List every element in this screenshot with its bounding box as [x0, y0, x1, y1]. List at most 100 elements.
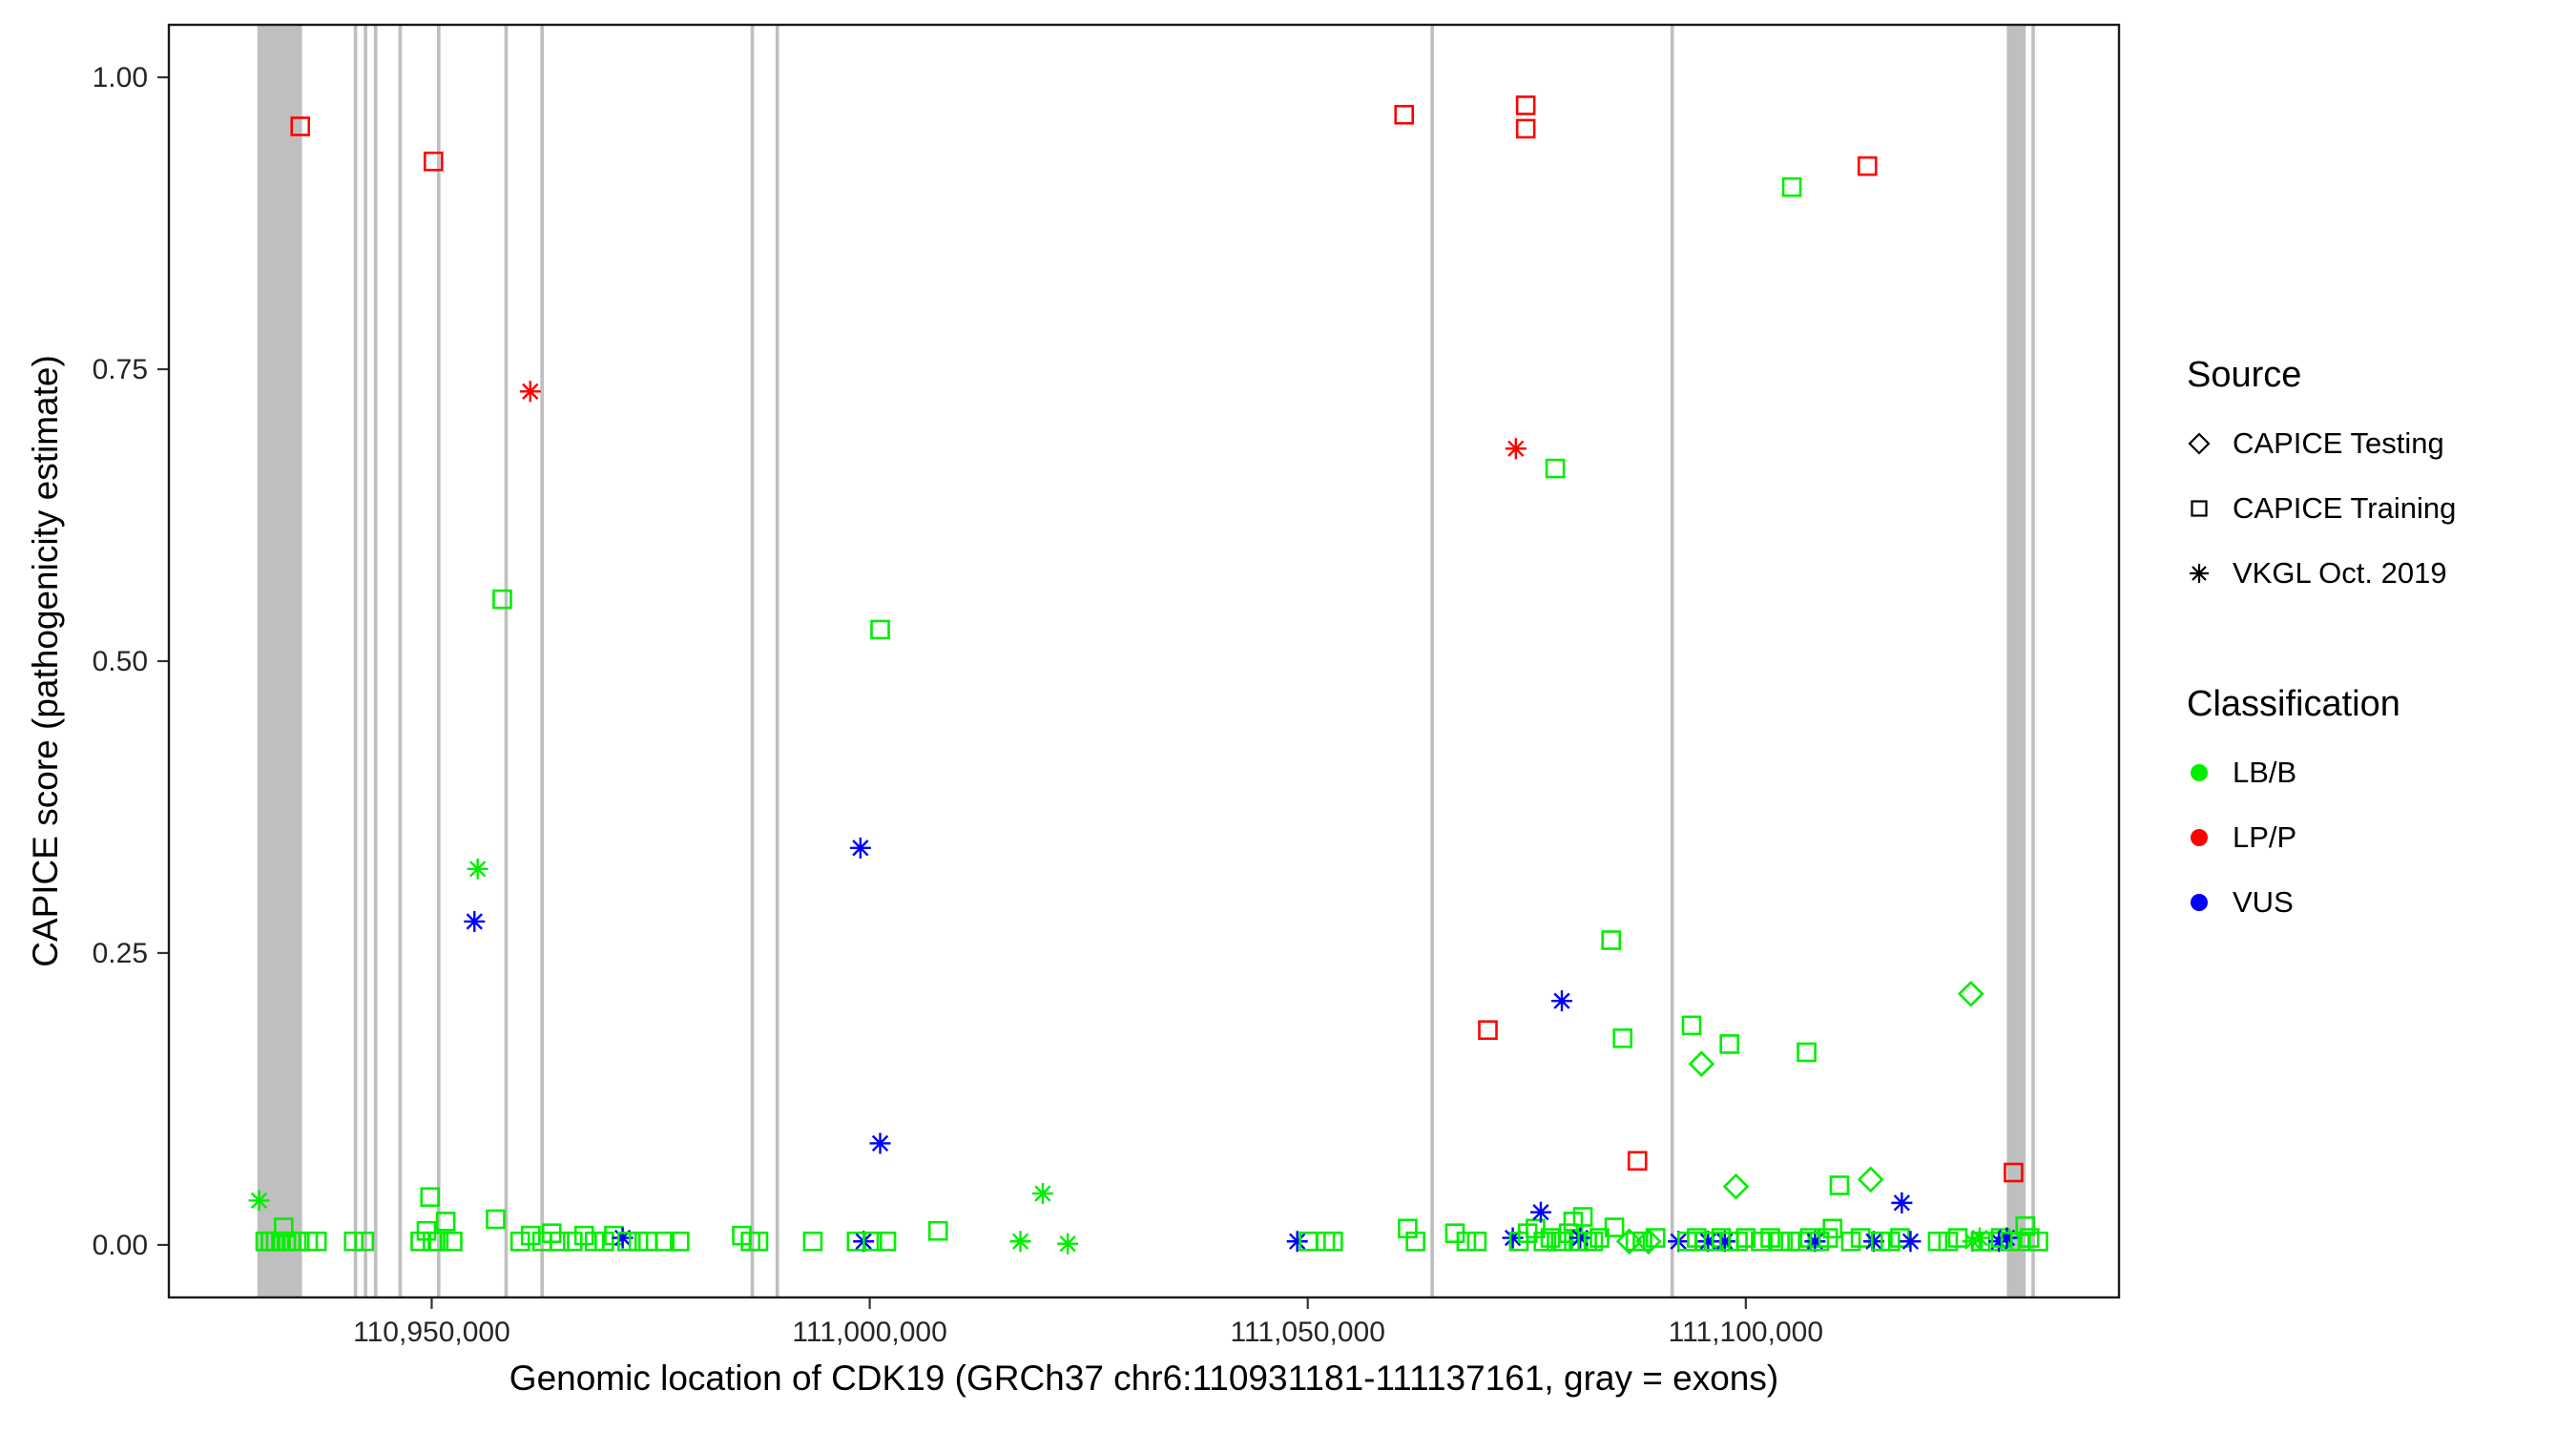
data-point-asterisk — [612, 1227, 634, 1249]
x-tick-label: 110,950,000 — [353, 1317, 510, 1348]
data-point-square — [1572, 1207, 1593, 1227]
data-point-square — [1681, 1015, 1702, 1036]
exon-band — [364, 25, 367, 1297]
data-point-asterisk — [1862, 1231, 1884, 1253]
data-point-square — [654, 1231, 675, 1252]
data-point-square — [1927, 1231, 1948, 1252]
diamond-icon — [2187, 431, 2212, 456]
data-point-square — [1601, 930, 1621, 950]
legend-item-label: VUS — [2233, 885, 2294, 919]
legend-item-lpp: LP/P — [2187, 817, 2456, 859]
data-point-square — [1781, 176, 1802, 197]
legend-item-capice-testing: CAPICE Testing — [2187, 423, 2456, 465]
data-point-asterisk — [248, 1190, 270, 1212]
data-point-square — [424, 151, 444, 172]
data-point-square — [486, 1209, 506, 1230]
data-point-diamond — [1635, 1228, 1662, 1255]
data-point-asterisk — [1502, 1227, 1524, 1249]
data-point-square — [420, 1187, 441, 1208]
x-tick-label: 111,050,000 — [1231, 1317, 1385, 1348]
data-point-square — [1632, 1231, 1652, 1252]
data-point-asterisk — [1988, 1231, 2010, 1253]
legend-item-label: LP/P — [2233, 820, 2297, 854]
data-point-square — [1405, 1231, 1425, 1252]
y-axis-title: CAPICE score (pathogenicity estimate) — [26, 355, 65, 967]
data-point-square — [1394, 104, 1415, 125]
data-point-square — [616, 1231, 637, 1252]
data-point-square — [1323, 1231, 1343, 1252]
data-point-asterisk — [1900, 1231, 1922, 1253]
data-point-square — [520, 1225, 541, 1246]
data-point-square — [1515, 118, 1536, 139]
exon-band — [540, 25, 545, 1297]
y-tick-label: 0.75 — [93, 354, 148, 385]
data-point-square — [862, 1231, 883, 1252]
x-tick-label: 111,000,000 — [792, 1317, 946, 1348]
data-point-square — [343, 1231, 364, 1252]
data-point-asterisk — [1057, 1233, 1079, 1255]
data-point-square — [443, 1231, 463, 1252]
asterisk-icon — [2187, 561, 2212, 586]
data-point-asterisk — [849, 837, 871, 859]
data-point-square — [1645, 1228, 1666, 1248]
data-point-square — [573, 1225, 594, 1246]
data-point-square — [748, 1231, 769, 1252]
legend: Source CAPICE Testing CAPICE Training VK… — [2187, 355, 2456, 946]
data-point-asterisk — [519, 381, 541, 403]
data-point-asterisk — [1804, 1231, 1826, 1253]
data-point-square — [1545, 458, 1566, 479]
legend-source-title: Source — [2187, 355, 2302, 395]
legend-item-vus: VUS — [2187, 881, 2456, 923]
legend-item-lbb: LB/B — [2187, 752, 2456, 794]
square-icon — [2187, 496, 2212, 521]
data-point-square — [670, 1231, 690, 1252]
exon-band — [504, 25, 509, 1297]
data-point-diamond — [1688, 1050, 1715, 1078]
exon-band — [2006, 25, 2026, 1297]
exon-band — [775, 25, 779, 1297]
y-tick-label: 0.50 — [93, 646, 148, 677]
data-point-square — [1857, 156, 1878, 176]
data-point-diamond — [1957, 980, 1984, 1007]
data-point-square — [802, 1231, 823, 1252]
data-point-asterisk — [1569, 1227, 1591, 1249]
data-point-square — [1612, 1028, 1633, 1048]
exon-band — [750, 25, 755, 1297]
data-point-asterisk — [1286, 1231, 1308, 1253]
exon-band — [1430, 25, 1434, 1297]
exon-band — [353, 25, 358, 1297]
data-point-asterisk — [1969, 1227, 1990, 1249]
legend-spacer — [2187, 617, 2456, 684]
data-point-square — [1829, 1175, 1850, 1195]
data-point-square — [563, 1231, 583, 1252]
data-point-asterisk — [1031, 1183, 1053, 1205]
data-point-square — [876, 1231, 897, 1252]
data-point-square — [354, 1231, 375, 1252]
data-point-square — [1478, 1020, 1498, 1041]
data-point-diamond — [1615, 1228, 1643, 1255]
data-point-square — [1515, 95, 1536, 115]
legend-item-capice-training: CAPICE Training — [2187, 487, 2456, 529]
legend-item-label: CAPICE Training — [2233, 491, 2457, 525]
legend-item-label: CAPICE Testing — [2233, 426, 2444, 460]
legend-classification-title: Classification — [2187, 684, 2400, 724]
data-point-square — [1797, 1042, 1817, 1063]
data-point-square — [1604, 1217, 1625, 1237]
red-dot-icon — [2187, 825, 2212, 850]
data-point-square — [1947, 1228, 1968, 1248]
data-point-asterisk — [464, 910, 486, 932]
data-point-square — [1822, 1218, 1843, 1239]
data-point-square — [1770, 1231, 1790, 1252]
x-axis-title: Genomic location of CDK19 (GRCh37 chr6:1… — [509, 1358, 1779, 1398]
data-point-square — [306, 1231, 327, 1252]
data-point-diamond — [1857, 1166, 1884, 1193]
exon-band — [436, 25, 441, 1297]
green-dot-icon — [2187, 760, 2212, 785]
data-point-square — [492, 589, 512, 610]
data-point-asterisk — [1529, 1201, 1551, 1223]
data-point-square — [286, 1231, 307, 1252]
data-point-square — [870, 619, 890, 640]
data-point-asterisk — [1996, 1227, 2018, 1249]
data-point-square — [2028, 1231, 2048, 1252]
